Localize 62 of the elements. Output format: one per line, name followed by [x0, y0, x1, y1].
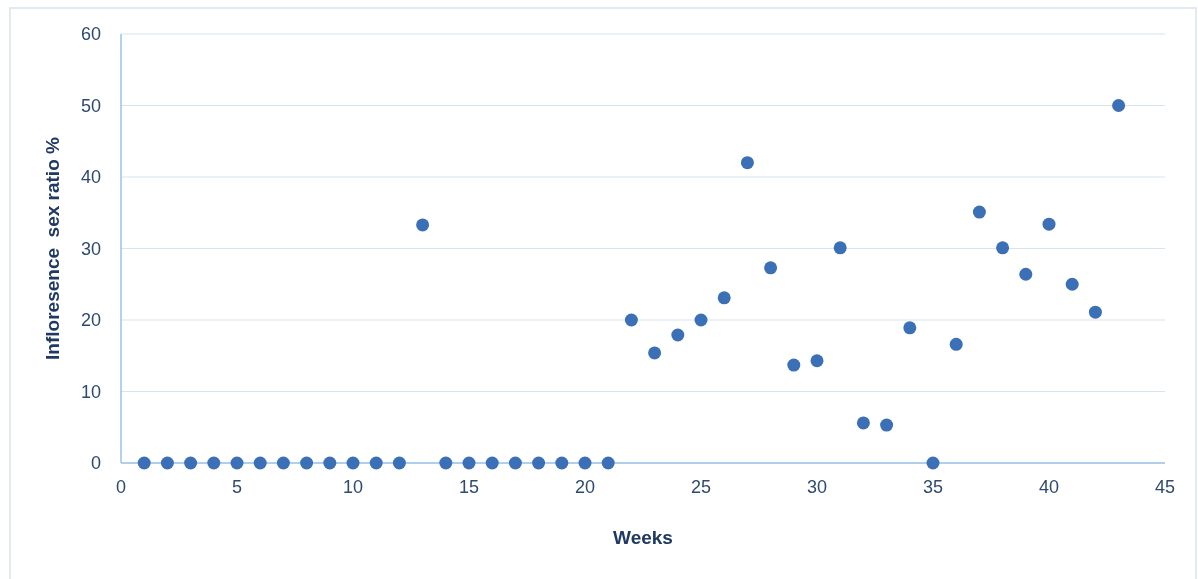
- point: [392, 456, 406, 470]
- point: [694, 313, 708, 327]
- point: [648, 346, 662, 360]
- point: [346, 456, 360, 470]
- point: [532, 456, 546, 470]
- x-tick-label: 10: [342, 477, 364, 497]
- point: [485, 456, 499, 470]
- x-tick-label: 35: [922, 477, 944, 497]
- y-tick-label: 40: [80, 167, 101, 188]
- y-tick-label: 60: [80, 24, 101, 45]
- point: [160, 456, 174, 470]
- x-tick-label: 5: [231, 477, 243, 497]
- x-tick-label: 0: [115, 477, 127, 497]
- point: [300, 456, 314, 470]
- point: [555, 456, 569, 470]
- x-tick-label: 15: [458, 477, 480, 497]
- point: [764, 261, 778, 275]
- point: [717, 291, 731, 305]
- point: [323, 456, 337, 470]
- point: [1065, 277, 1079, 291]
- point: [810, 354, 824, 368]
- x-axis-title: Weeks: [613, 527, 673, 548]
- point: [1088, 305, 1102, 319]
- point: [207, 456, 221, 470]
- point: [972, 205, 986, 219]
- point: [1019, 267, 1033, 281]
- point: [578, 456, 592, 470]
- point: [1112, 99, 1126, 112]
- point: [996, 241, 1010, 255]
- point: [253, 456, 267, 470]
- point: [833, 241, 847, 255]
- point: [740, 156, 754, 170]
- point: [508, 456, 522, 470]
- y-tick-label: 0: [90, 453, 101, 474]
- point: [856, 416, 870, 430]
- point: [624, 313, 638, 327]
- point: [787, 358, 801, 372]
- point: [137, 456, 151, 470]
- x-tick-label: 30: [806, 477, 828, 497]
- point: [230, 456, 244, 470]
- point: [276, 456, 290, 470]
- point: [949, 337, 963, 351]
- point: [601, 456, 615, 470]
- point: [671, 328, 685, 342]
- point: [184, 456, 198, 470]
- x-tick-label: 45: [1154, 477, 1176, 497]
- x-tick-label: 25: [690, 477, 712, 497]
- point: [416, 218, 430, 232]
- point: [439, 456, 453, 470]
- point: [1042, 217, 1056, 231]
- y-tick-label: 50: [80, 95, 101, 116]
- point: [903, 321, 917, 335]
- y-tick-label: 10: [80, 381, 101, 402]
- point: [462, 456, 476, 470]
- point: [880, 418, 894, 432]
- y-tick-label: 30: [80, 238, 101, 259]
- y-tick-label: 20: [80, 310, 101, 331]
- x-tick-label: 20: [574, 477, 596, 497]
- x-tick-label: 40: [1038, 477, 1060, 497]
- y-axis-title: Infloresence sex ratio %: [42, 136, 63, 360]
- point: [369, 456, 383, 470]
- point: [926, 456, 940, 470]
